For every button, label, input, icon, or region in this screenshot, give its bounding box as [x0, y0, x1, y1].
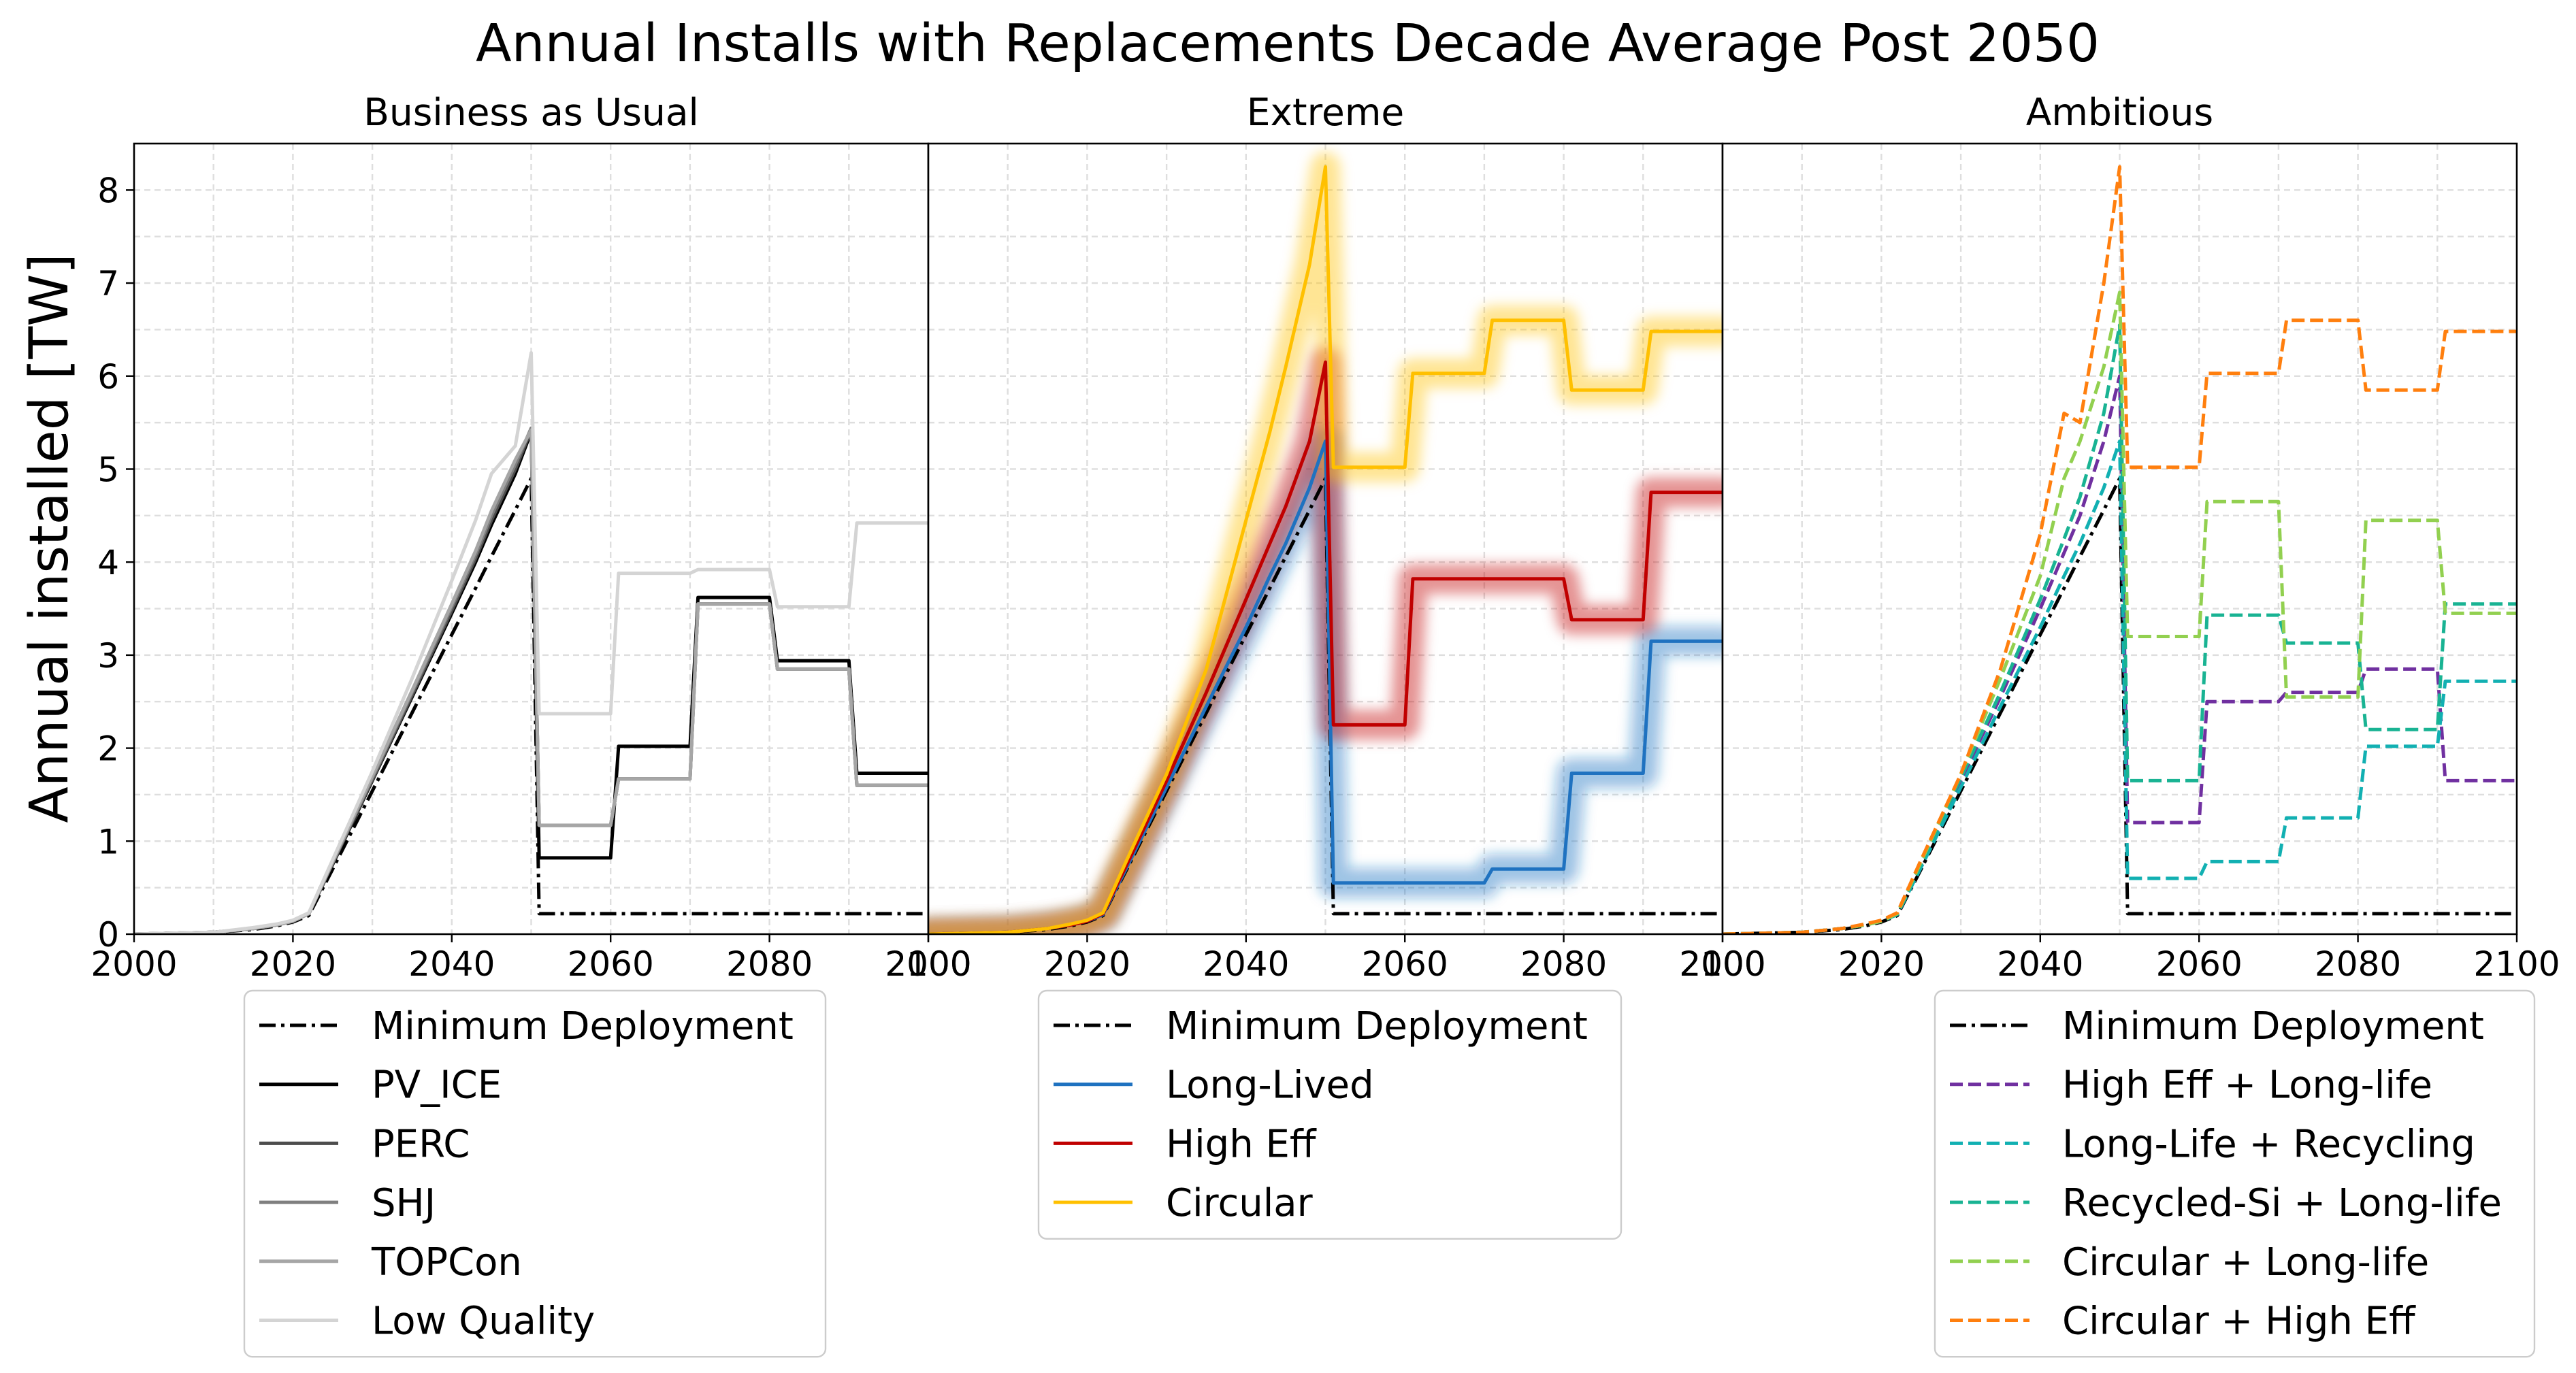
x-tick-label: 2080: [726, 944, 813, 984]
legend-label: TOPCon: [371, 1240, 522, 1285]
legend-label: High Eff + Long-life: [2062, 1063, 2432, 1108]
series-line-long-life-recycling: [1723, 440, 2517, 934]
x-tick-label: 2060: [2156, 944, 2243, 984]
legend-label: High Eff: [1166, 1122, 1317, 1166]
axes-frame: [1721, 142, 2518, 936]
subplot-title: Extreme: [1247, 90, 1405, 134]
x-tick-label: 2040: [1203, 944, 1289, 984]
legend-label: Minimum Deployment: [372, 1004, 794, 1048]
subplots: 2000 2020 2040 2060 2080 2100 0 1 2 3 4 5 6 7 8 Busines…: [91, 90, 2560, 984]
series-line-recycled-si-long-life: [1723, 323, 2517, 934]
series-line-low-quality: [134, 351, 928, 934]
figure-title: Annual Installs with Replacements Decade…: [476, 14, 2100, 74]
y-tick-label: 0: [97, 915, 119, 955]
legend-label: PERC: [372, 1122, 470, 1166]
legend-entry-recycled-si-long-life: Recycled-Si + Long-life: [1950, 1181, 2502, 1225]
legend-entry-long-lived: Long-Lived: [1054, 1063, 1374, 1108]
legend-entry-minimum-deployment: Minimum Deployment: [1950, 1004, 2484, 1048]
x-tick-label: 2020: [1838, 944, 1925, 984]
legend-entry-high-eff-long-life: High Eff + Long-life: [1950, 1063, 2432, 1108]
subplot-business-as-usual: 2000 2020 2040 2060 2080 2100 0 1 2 3 4 5 6 7 8 Busines…: [91, 90, 971, 984]
y-tick-label: 1: [97, 822, 119, 861]
legend-entry-high-eff: High Eff: [1054, 1122, 1317, 1166]
legend-ambitious: Minimum Deployment High Eff + Long-life Lo…: [1934, 989, 2536, 1358]
x-tick-label: 2020: [250, 944, 336, 984]
x-tick-label: 2100: [885, 944, 971, 984]
x-tick-label: 2040: [408, 944, 495, 984]
legend-label: Minimum Deployment: [1166, 1004, 1588, 1048]
legend-extreme: Minimum Deployment Long-Lived High Eff Circ…: [1037, 989, 1623, 1240]
legend-entry-minimum-deployment: Minimum Deployment: [1054, 1004, 1588, 1048]
legend-entry-perc: PERC: [259, 1122, 470, 1166]
y-tick-label: 6: [97, 357, 119, 397]
x-tick-label: 2100: [2473, 944, 2560, 984]
x-tick-label: 2080: [2315, 944, 2401, 984]
subplot-extreme: 2000 2020 2040 2060 2080 2100 Extreme: [885, 90, 1765, 984]
legend-entry-pv-ice: PV_ICE: [259, 1063, 502, 1108]
x-tick-label: 2100: [1679, 944, 1765, 984]
series-group: [1723, 165, 2517, 934]
legend-box: [1934, 989, 2536, 1358]
legend-label: PV_ICE: [372, 1063, 502, 1108]
subplot-title: Ambitious: [2026, 90, 2213, 134]
subplot-title: Business as Usual: [363, 90, 699, 134]
grid: [134, 144, 928, 934]
legend-entry-minimum-deployment: Minimum Deployment: [259, 1004, 794, 1048]
x-tick-label: 2000: [1679, 944, 1765, 984]
series-line-circular-high-eff: [1723, 165, 2517, 934]
x-tick-label: 2000: [885, 944, 971, 984]
x-tick-label: 2040: [1997, 944, 2083, 984]
legend-label: Long-Lived: [1166, 1063, 1374, 1108]
legend-box: [1037, 989, 1623, 1240]
legends: Minimum Deployment PV_ICE PERC SHJ TOPCon Low…: [243, 989, 2536, 1358]
subplot-ambitious: 2000 2020 2040 2060 2080 2100 Ambitious: [1679, 90, 2560, 984]
series-group: [928, 152, 1723, 934]
y-tick-label: 7: [97, 264, 119, 303]
x-tick-label: 2060: [1362, 944, 1448, 984]
legend-entry-circular-high-eff: Circular + High Eff: [1950, 1300, 2416, 1344]
legend-box: [243, 989, 827, 1358]
x-tick-label: 2020: [1044, 944, 1130, 984]
legend-entry-shj: SHJ: [259, 1181, 436, 1225]
legend-entry-circular-long-life: Circular + Long-life: [1950, 1240, 2429, 1285]
x-tick-label: 2000: [91, 944, 177, 984]
y-axis-label: Annual installed [TW]: [19, 253, 80, 823]
legend-business-as-usual: Minimum Deployment PV_ICE PERC SHJ TOPCon Low…: [243, 989, 827, 1358]
legend-label: Recycled-Si + Long-life: [2062, 1181, 2502, 1225]
legend-entry-circular: Circular: [1054, 1181, 1314, 1225]
y-tick-label: 4: [97, 543, 119, 582]
x-tick-label: 2060: [568, 944, 654, 984]
x-tick-label: 2080: [1520, 944, 1607, 984]
y-tick-label: 8: [97, 171, 119, 210]
legend-label: Minimum Deployment: [2062, 1004, 2484, 1048]
series-line-circular-long-life: [1723, 291, 2517, 934]
series-line-circular: [928, 165, 1723, 934]
legend-label: SHJ: [372, 1181, 436, 1225]
legend-entry-long-life-recycling: Long-Life + Recycling: [1950, 1122, 2475, 1166]
legend-label: Circular: [1166, 1181, 1314, 1225]
y-tick-label: 3: [97, 636, 119, 676]
legend-label: Long-Life + Recycling: [2062, 1122, 2475, 1166]
y-tick-label: 5: [97, 450, 119, 489]
series-group: [134, 351, 928, 934]
legend-label: Circular + Long-life: [2062, 1240, 2429, 1285]
y-tick-label: 2: [97, 729, 119, 769]
legend-label: Low Quality: [372, 1300, 595, 1344]
legend-label: Circular + High Eff: [2062, 1300, 2416, 1344]
legend-entry-low-quality: Low Quality: [259, 1300, 595, 1344]
legend-entry-topcon: TOPCon: [259, 1240, 522, 1285]
